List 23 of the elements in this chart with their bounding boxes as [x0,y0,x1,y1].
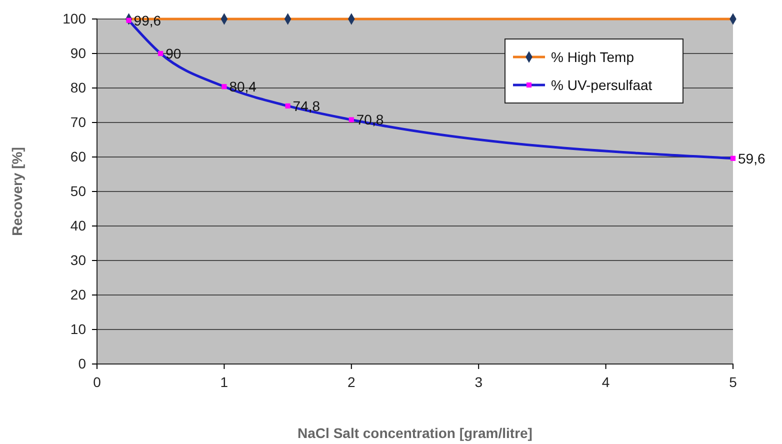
x-tick-label: 1 [220,374,228,390]
x-tick-label: 2 [348,374,356,390]
legend-label: % UV-persulfaat [551,77,652,93]
y-tick-label: 40 [70,217,86,234]
y-tick-label: 30 [70,252,86,268]
x-tick-label: 3 [474,374,483,390]
y-tick-label: 50 [70,182,86,199]
y-tick-label: 0 [78,355,86,372]
y-tick-label: 20 [70,286,86,302]
legend-label: % High Temp [551,49,634,65]
y-tick-label: 90 [70,44,86,61]
y-tick-label: 10 [70,320,86,337]
y-tick-label: 80 [70,79,86,96]
y-tick-label: 60 [70,148,86,164]
x-tick-label: 0 [93,374,102,390]
x-tick-label: 4 [602,374,610,390]
data-label: 74,8 [292,98,320,114]
y-axis-title: Recovery [%] [9,147,25,236]
x-tick-label: 5 [729,374,738,390]
data-label: 59,6 [738,150,766,166]
y-tick-label: 70 [70,114,86,130]
x-axis-title: NaCl Salt concentration [gram/litre] [298,425,532,441]
y-tick-label: 100 [62,10,86,26]
